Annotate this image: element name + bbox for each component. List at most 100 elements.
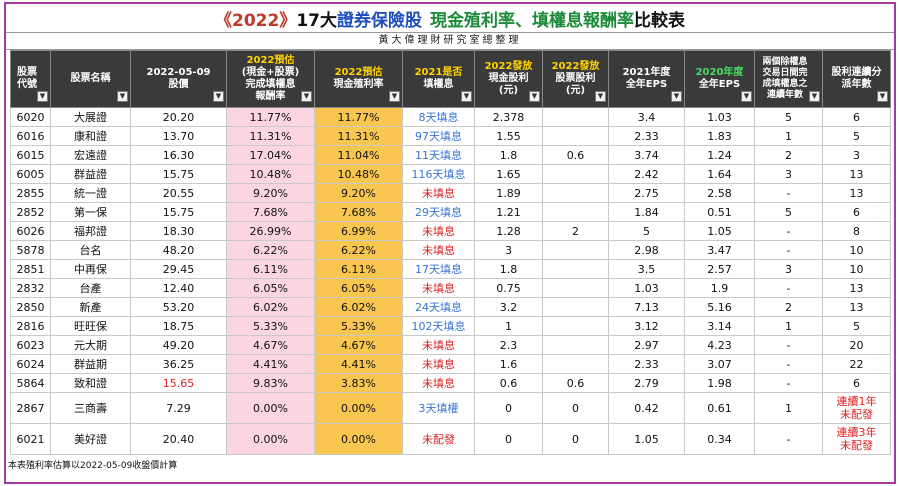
header-eps-2020[interactable]: 2020年度 全年EPS ▼ — [684, 50, 755, 108]
table-row: 2867 三商壽 7.29 0.00% 0.00% 3天填權 0 0 0.42 … — [10, 392, 891, 424]
cell-eps-2020: 1.24 — [684, 145, 755, 165]
table-row: 6023 元大期 49.20 4.67% 4.67% 未填息 2.3 2.97 … — [10, 335, 891, 355]
cell-cash-yield: 6.05% — [314, 278, 403, 298]
filter-dropdown-icon[interactable]: ▼ — [595, 91, 606, 102]
cell-filled: 3天填權 — [402, 392, 475, 424]
cell-cash-yield: 0.00% — [314, 423, 403, 455]
cell-consec-fill: 3 — [754, 164, 823, 184]
cell-stock-div — [542, 259, 609, 279]
cell-code: 2832 — [10, 278, 51, 298]
header-cash-yield[interactable]: 2022預估 現金殖利率 ▼ — [314, 50, 403, 108]
cell-consec-div: 8 — [822, 221, 891, 241]
title-year: 《2022》 — [215, 10, 297, 31]
cell-fill-yield: 7.68% — [226, 202, 315, 222]
filter-dropdown-icon[interactable]: ▼ — [741, 91, 752, 102]
filter-dropdown-icon[interactable]: ▼ — [213, 91, 224, 102]
cell-name: 福邦證 — [50, 221, 131, 241]
cell-code: 2850 — [10, 297, 51, 317]
header-consec-div[interactable]: 股利連續分 派年數 ▼ — [822, 50, 891, 108]
header-stock-div[interactable]: 2022發放 股票股利 (元) ▼ — [542, 50, 609, 108]
cell-eps-2021: 2.97 — [608, 335, 685, 355]
cell-name: 群益期 — [50, 354, 131, 374]
cell-name: 旺旺保 — [50, 316, 131, 336]
cell-stock-div: 0.6 — [542, 145, 609, 165]
header-fill-yield[interactable]: 2022預估 (現金+股票) 完成填權息 報酬率 ▼ — [226, 50, 315, 108]
cell-fill-yield: 4.67% — [226, 335, 315, 355]
cell-eps-2020: 1.64 — [684, 164, 755, 184]
header-price[interactable]: 2022-05-09 股價 ▼ — [130, 50, 227, 108]
filter-dropdown-icon[interactable]: ▼ — [461, 91, 472, 102]
cell-filled: 未填息 — [402, 373, 475, 393]
cell-filled: 116天填息 — [402, 164, 475, 184]
cell-consec-div: 20 — [822, 335, 891, 355]
header-code[interactable]: 股票代號 ▼ — [10, 50, 51, 108]
cell-stock-div — [542, 183, 609, 203]
cell-cash-yield: 11.77% — [314, 107, 403, 127]
cell-filled: 24天填息 — [402, 297, 475, 317]
header-name[interactable]: 股票名稱 ▼ — [50, 50, 131, 108]
cell-filled: 未填息 — [402, 221, 475, 241]
cell-price: 36.25 — [130, 354, 227, 374]
filter-dropdown-icon[interactable]: ▼ — [877, 91, 888, 102]
cell-eps-2021: 2.42 — [608, 164, 685, 184]
cell-cash-div: 1.8 — [474, 259, 543, 279]
filter-dropdown-icon[interactable]: ▼ — [671, 91, 682, 102]
cell-eps-2020: 3.07 — [684, 354, 755, 374]
cell-consec-div: 10 — [822, 240, 891, 260]
filter-dropdown-icon[interactable]: ▼ — [117, 91, 128, 102]
cell-cash-div: 1.6 — [474, 354, 543, 374]
report-frame: 《2022》 17大 證券保險股 現金殖利率、填權息報酬率 比較表 黃大偉理財研… — [4, 2, 896, 484]
cell-eps-2021: 2.75 — [608, 183, 685, 203]
cell-price: 13.70 — [130, 126, 227, 146]
cell-filled: 未填息 — [402, 240, 475, 260]
cell-code: 2816 — [10, 316, 51, 336]
cell-cash-div: 2.3 — [474, 335, 543, 355]
cell-filled: 未填息 — [402, 354, 475, 374]
cell-stock-div: 0.6 — [542, 373, 609, 393]
cell-consec-fill: 5 — [754, 202, 823, 222]
title-part3: 現金殖利率、填權息報酬率 — [430, 10, 634, 31]
footnote: 本表殖利率估算以2022-05-09收盤價計算 — [8, 461, 178, 471]
cell-consec-div: 連續1年 未配發 — [822, 392, 891, 424]
cell-fill-yield: 4.41% — [226, 354, 315, 374]
filter-dropdown-icon[interactable]: ▼ — [529, 91, 540, 102]
header-eps-2021[interactable]: 2021年度 全年EPS ▼ — [608, 50, 685, 108]
cell-eps-2020: 0.51 — [684, 202, 755, 222]
cell-fill-yield: 5.33% — [226, 316, 315, 336]
header-consec-fill[interactable]: 兩個除權息交易日間完成填權息之連續年數 ▼ — [754, 50, 823, 108]
filter-dropdown-icon[interactable]: ▼ — [389, 91, 400, 102]
cell-consec-div: 13 — [822, 297, 891, 317]
filter-dropdown-icon[interactable]: ▼ — [37, 91, 48, 102]
cell-cash-yield: 6.11% — [314, 259, 403, 279]
cell-name: 三商壽 — [50, 392, 131, 424]
cell-eps-2020: 3.14 — [684, 316, 755, 336]
header-cash-div[interactable]: 2022發放 現金股利 (元) ▼ — [474, 50, 543, 108]
cell-filled: 17天填息 — [402, 259, 475, 279]
cell-filled: 11天填息 — [402, 145, 475, 165]
cell-name: 群益證 — [50, 164, 131, 184]
header-filled[interactable]: 2021是否 填權息 ▼ — [402, 50, 475, 108]
cell-eps-2020: 3.47 — [684, 240, 755, 260]
cell-code: 2855 — [10, 183, 51, 203]
cell-eps-2021: 2.33 — [608, 354, 685, 374]
cell-consec-div: 22 — [822, 354, 891, 374]
cell-price: 12.40 — [130, 278, 227, 298]
cell-cash-yield: 5.33% — [314, 316, 403, 336]
cell-stock-div — [542, 354, 609, 374]
cell-consec-div: 13 — [822, 278, 891, 298]
cell-price: 15.75 — [130, 202, 227, 222]
cell-price: 20.40 — [130, 423, 227, 455]
table-row: 2832 台產 12.40 6.05% 6.05% 未填息 0.75 1.03 … — [10, 278, 891, 298]
table-body: 6020 大展證 20.20 11.77% 11.77% 8天填息 2.378 … — [10, 107, 891, 455]
cell-eps-2020: 4.23 — [684, 335, 755, 355]
cell-consec-fill: 5 — [754, 107, 823, 127]
cell-stock-div — [542, 164, 609, 184]
filter-dropdown-icon[interactable]: ▼ — [809, 91, 820, 102]
cell-price: 15.75 — [130, 164, 227, 184]
cell-fill-yield: 17.04% — [226, 145, 315, 165]
cell-consec-fill: - — [754, 221, 823, 241]
cell-eps-2020: 0.34 — [684, 423, 755, 455]
filter-dropdown-icon[interactable]: ▼ — [301, 91, 312, 102]
header-row: 股票代號 ▼ 股票名稱 ▼ 2022-05-09 股價 ▼ 2022預估 (現金+股票) 完… — [10, 50, 891, 108]
cell-filled: 8天填息 — [402, 107, 475, 127]
